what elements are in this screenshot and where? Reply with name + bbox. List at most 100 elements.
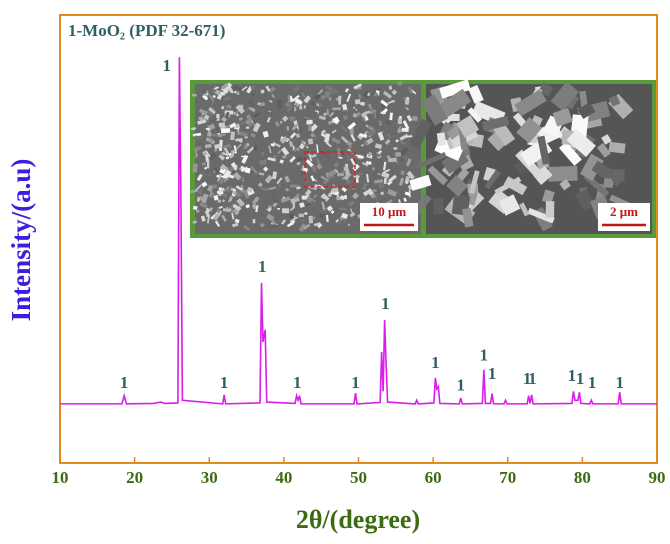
sem-grain [308, 215, 314, 224]
sem-grain [260, 187, 269, 191]
sem-grain [305, 203, 311, 207]
peak-label: 1 [480, 346, 489, 365]
sem-grain [366, 173, 370, 183]
sem-grain [251, 196, 260, 205]
sem-grain [262, 166, 269, 172]
sem-grain [325, 141, 332, 148]
sem-grain [380, 191, 384, 196]
sem-grain [372, 167, 375, 171]
sem-grain [247, 98, 255, 108]
sem-grain [325, 85, 334, 91]
sem-grain [378, 122, 383, 127]
scale-box [360, 203, 418, 231]
sem-grain [303, 176, 314, 185]
sem-grain [346, 93, 352, 102]
sem-grain [550, 81, 580, 112]
sem-grain [322, 154, 328, 161]
sem-grain [320, 94, 326, 100]
sem-grain [386, 154, 392, 160]
sem-grain [383, 177, 387, 184]
sem-grain [274, 121, 281, 128]
x-tick-label: 60 [425, 468, 442, 487]
sem-grain [301, 139, 306, 147]
sem-grain [214, 220, 221, 228]
sem-grain [262, 130, 269, 138]
sem-grain [349, 212, 356, 218]
x-tick-label: 70 [499, 468, 516, 487]
sem-grain [311, 216, 316, 220]
sem-grain [519, 202, 530, 217]
sem-grain [213, 194, 219, 201]
sem-grain [295, 133, 301, 138]
sem-grain [548, 165, 578, 182]
sem-grain [400, 140, 406, 145]
sem-grain [206, 185, 213, 192]
sem-grain [266, 213, 275, 222]
sem-grain [333, 162, 339, 168]
sem-grain [230, 85, 237, 93]
sem-grain [332, 107, 341, 111]
sem-grain [406, 170, 415, 180]
peak-label: 1 [576, 369, 585, 388]
sem-grain [263, 88, 268, 97]
scale-label: 10 μm [372, 204, 407, 219]
sem-grain [210, 133, 218, 137]
sem-grain [407, 86, 413, 94]
sem-grain [516, 117, 543, 144]
sem-grain [358, 133, 368, 138]
sem-grain [481, 115, 510, 132]
sem-grain [353, 105, 358, 111]
sem-grain [304, 212, 308, 215]
sem-grain [200, 114, 210, 123]
sem-grain [322, 112, 328, 117]
sem-grain [559, 179, 571, 191]
sem-grain [286, 126, 290, 131]
sem-grain [328, 120, 332, 125]
sem-grain [217, 132, 221, 135]
sem-grain [286, 153, 292, 158]
sem-grain [213, 213, 220, 221]
sem-grain [228, 165, 235, 173]
sem-grain [304, 189, 312, 197]
sem-grain [201, 193, 209, 204]
peak-label: 1 [488, 364, 497, 383]
sem-grain [293, 215, 296, 219]
sem-grain [328, 89, 339, 95]
sem-grain [251, 93, 254, 97]
sem-grain [383, 161, 387, 171]
sem-grain [325, 150, 333, 160]
sem-grain [284, 175, 291, 183]
sem-grain [350, 158, 356, 166]
sem-grain [321, 201, 326, 210]
sem-grain [303, 118, 307, 123]
peak-label: 1 [120, 373, 129, 392]
sem-grain [373, 92, 378, 97]
sem-grain [233, 145, 238, 154]
sem-grain [259, 222, 265, 228]
sem-grain [377, 149, 383, 155]
sem-grain [289, 216, 298, 223]
peak-label: 1 [456, 376, 465, 395]
sem-grain [313, 222, 321, 227]
sem-grain [303, 105, 307, 109]
sem-grain [228, 105, 232, 109]
sem-grain [240, 95, 247, 103]
sem-grain [290, 196, 300, 204]
sem-grain [340, 135, 349, 144]
sem-grain [382, 90, 393, 99]
sem-grain [468, 84, 484, 104]
sem-grain [318, 197, 327, 203]
sem-grain [216, 174, 226, 179]
sem-grain [208, 191, 215, 198]
sem-grain [340, 152, 345, 156]
sem-grain [360, 194, 367, 201]
sem-grain [373, 179, 384, 184]
sem-grain [203, 166, 208, 170]
sem-grain [195, 184, 202, 191]
sem-grain [207, 207, 214, 213]
sem-grain [246, 145, 255, 154]
sem-grain [245, 126, 250, 129]
sem-grain [345, 178, 352, 185]
x-tick-label: 80 [574, 468, 591, 487]
sem-grain [235, 205, 242, 212]
